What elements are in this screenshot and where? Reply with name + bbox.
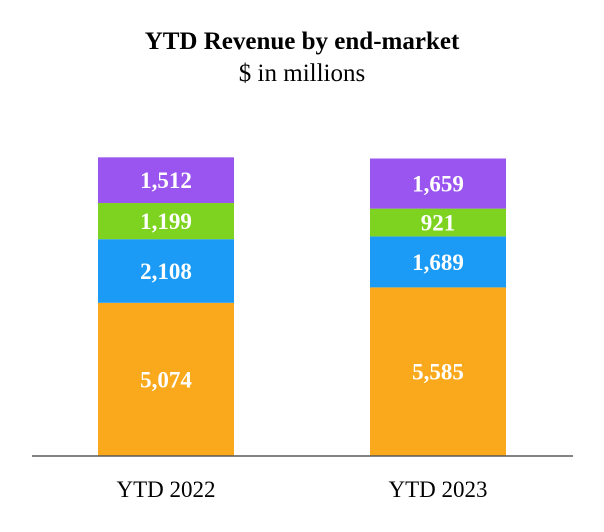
bar-segment	[98, 302, 234, 456]
data-label: 1,689	[412, 250, 464, 275]
data-label: 1,659	[412, 172, 464, 197]
chart-title: YTD Revenue by end-market	[144, 28, 460, 55]
category-label: YTD 2023	[388, 477, 487, 502]
bar-segment	[98, 202, 234, 240]
category-label: YTD 2022	[116, 477, 215, 502]
bar-segment	[98, 239, 234, 303]
data-label: 921	[421, 210, 456, 235]
data-label: 5,074	[140, 367, 192, 392]
data-label: 5,585	[412, 360, 464, 385]
bar-segment	[370, 287, 506, 456]
category-labels: YTD 2022 YTD 2023	[116, 477, 487, 502]
data-label: 1,199	[140, 209, 192, 234]
bars-group: 5,074 2,108 1,199 1,512 5,585 1,689 921 1,659	[98, 157, 506, 456]
data-label: 2,108	[140, 259, 192, 284]
bar-segment	[370, 208, 506, 237]
bar-segment	[370, 236, 506, 288]
bar-segment	[370, 158, 506, 209]
bar-segment	[98, 157, 234, 203]
data-label: 1,512	[140, 168, 192, 193]
chart-subtitle: $ in millions	[238, 60, 366, 87]
